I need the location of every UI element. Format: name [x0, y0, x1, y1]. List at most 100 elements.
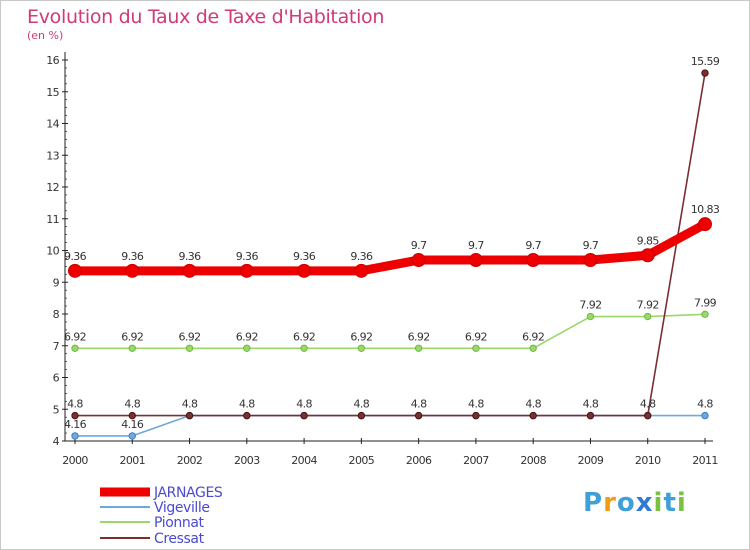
legend-label-vigeville: Vigeville	[154, 500, 210, 516]
x-tick-label: 2010	[635, 454, 661, 467]
data-point-cressat	[243, 411, 251, 420]
data-label-cressat: 4.8	[640, 398, 656, 411]
data-label-pionnat: 7.92	[637, 299, 659, 312]
data-label-pionnat: 6.92	[293, 330, 315, 343]
data-label-cressat: 4.8	[67, 398, 83, 411]
y-tick-label: 8	[53, 308, 60, 321]
data-point-jarnages	[125, 263, 140, 278]
y-tick-label: 14	[46, 118, 59, 131]
data-point-pionnat	[414, 344, 423, 352]
x-tick-label: 2006	[406, 454, 432, 467]
y-tick-label: 11	[46, 213, 59, 226]
data-point-cressat	[300, 411, 308, 420]
data-label-pionnat: 6.92	[64, 330, 86, 343]
data-label-jarnages: 9.36	[64, 250, 87, 263]
x-tick-label: 2001	[119, 454, 145, 467]
data-label-jarnages: 9.85	[637, 234, 660, 247]
data-label-cressat: 4.8	[525, 398, 541, 411]
data-point-pionnat	[185, 344, 194, 352]
data-label-jarnages: 10.83	[691, 203, 720, 216]
y-tick-label: 6	[53, 372, 60, 385]
data-point-jarnages	[640, 248, 655, 263]
data-label-cressat: 15.59	[691, 55, 720, 68]
data-point-cressat	[644, 411, 652, 420]
logo-letter: x	[635, 488, 654, 518]
logo-letter: P	[583, 488, 604, 518]
data-point-cressat	[357, 411, 366, 420]
data-label-pionnat: 6.92	[178, 330, 200, 343]
y-tick-label: 9	[53, 276, 60, 289]
data-point-pionnat	[644, 312, 652, 321]
data-point-pionnat	[529, 344, 537, 352]
data-point-jarnages	[68, 263, 82, 278]
data-point-jarnages	[583, 253, 598, 268]
data-point-pionnat	[71, 344, 79, 352]
data-label-pionnat: 6.92	[350, 330, 372, 343]
data-point-cressat	[414, 411, 423, 420]
data-label-jarnages: 9.36	[293, 250, 316, 263]
chart-subtitle: (en %)	[27, 29, 64, 42]
series-line-jarnages	[70, 219, 710, 276]
series-line-pionnat	[74, 313, 706, 350]
data-label-jarnages: 9.36	[178, 250, 201, 263]
legend-label-pionnat: Pionnat	[154, 515, 205, 531]
data-point-cressat	[71, 411, 79, 420]
data-point-vigeville	[701, 411, 709, 420]
y-tick-label: 16	[46, 54, 59, 67]
data-point-jarnages	[526, 253, 541, 268]
series-line-cressat	[74, 72, 706, 417]
y-tick-label: 12	[46, 181, 59, 194]
data-point-pionnat	[472, 344, 480, 352]
x-tick-label: 2005	[349, 454, 375, 467]
data-label-pionnat: 6.92	[465, 330, 487, 343]
x-tick-label: 2003	[234, 454, 260, 467]
y-tick-label: 7	[53, 340, 60, 353]
data-label-cressat: 4.8	[583, 398, 599, 411]
data-label-cressat: 4.8	[411, 398, 427, 411]
x-tick-label: 2011	[692, 454, 718, 467]
y-tick-label: 13	[46, 149, 59, 162]
data-point-jarnages	[354, 263, 369, 278]
y-tick-label: 10	[46, 245, 59, 258]
x-tick-label: 2008	[520, 454, 546, 467]
data-label-jarnages: 9.7	[468, 239, 484, 252]
y-tick-label: 4	[53, 435, 60, 448]
data-label-pionnat: 6.92	[408, 330, 430, 343]
data-label-cressat: 4.8	[182, 398, 198, 411]
data-point-cressat	[586, 411, 595, 420]
x-tick-label: 2009	[578, 454, 604, 467]
x-tick-label: 2002	[177, 454, 203, 467]
data-label-jarnages: 9.7	[583, 239, 599, 252]
data-point-vigeville	[128, 432, 136, 440]
data-label-pionnat: 6.92	[121, 330, 143, 343]
logo-letter: i	[676, 488, 687, 518]
data-label-pionnat: 7.99	[694, 296, 717, 309]
data-point-jarnages	[239, 263, 254, 278]
data-label-jarnages: 9.36	[121, 250, 144, 263]
x-tick-label: 2004	[291, 454, 317, 467]
series-line-vigeville	[74, 414, 706, 437]
logo-letter: t	[663, 488, 677, 518]
data-point-jarnages	[698, 217, 712, 232]
data-label-jarnages: 9.7	[525, 239, 541, 252]
data-point-cressat	[185, 411, 194, 420]
data-point-cressat	[529, 411, 537, 420]
data-label-cressat: 4.8	[124, 398, 140, 411]
legend-label-jarnages: JARNAGES	[153, 485, 223, 501]
chart-title: Evolution du Taux de Taxe d'Habitation	[27, 6, 385, 28]
data-point-jarnages	[411, 253, 426, 268]
data-point-pionnat	[243, 344, 251, 352]
data-label-cressat: 4.8	[296, 398, 312, 411]
data-label-jarnages: 9.7	[411, 239, 427, 252]
data-label-cressat: 4.8	[239, 398, 255, 411]
data-label-vigeville: 4.16	[121, 418, 144, 431]
data-point-cressat	[128, 411, 136, 420]
x-tick-label: 2007	[463, 454, 489, 467]
data-point-pionnat	[586, 312, 595, 321]
data-label-cressat: 4.8	[468, 398, 484, 411]
data-point-pionnat	[300, 344, 308, 352]
legend-label-cressat: Cressat	[154, 531, 205, 547]
data-label-vigeville: 4.8	[697, 398, 713, 411]
data-point-cressat	[472, 411, 480, 420]
logo-letter: r	[603, 488, 617, 518]
